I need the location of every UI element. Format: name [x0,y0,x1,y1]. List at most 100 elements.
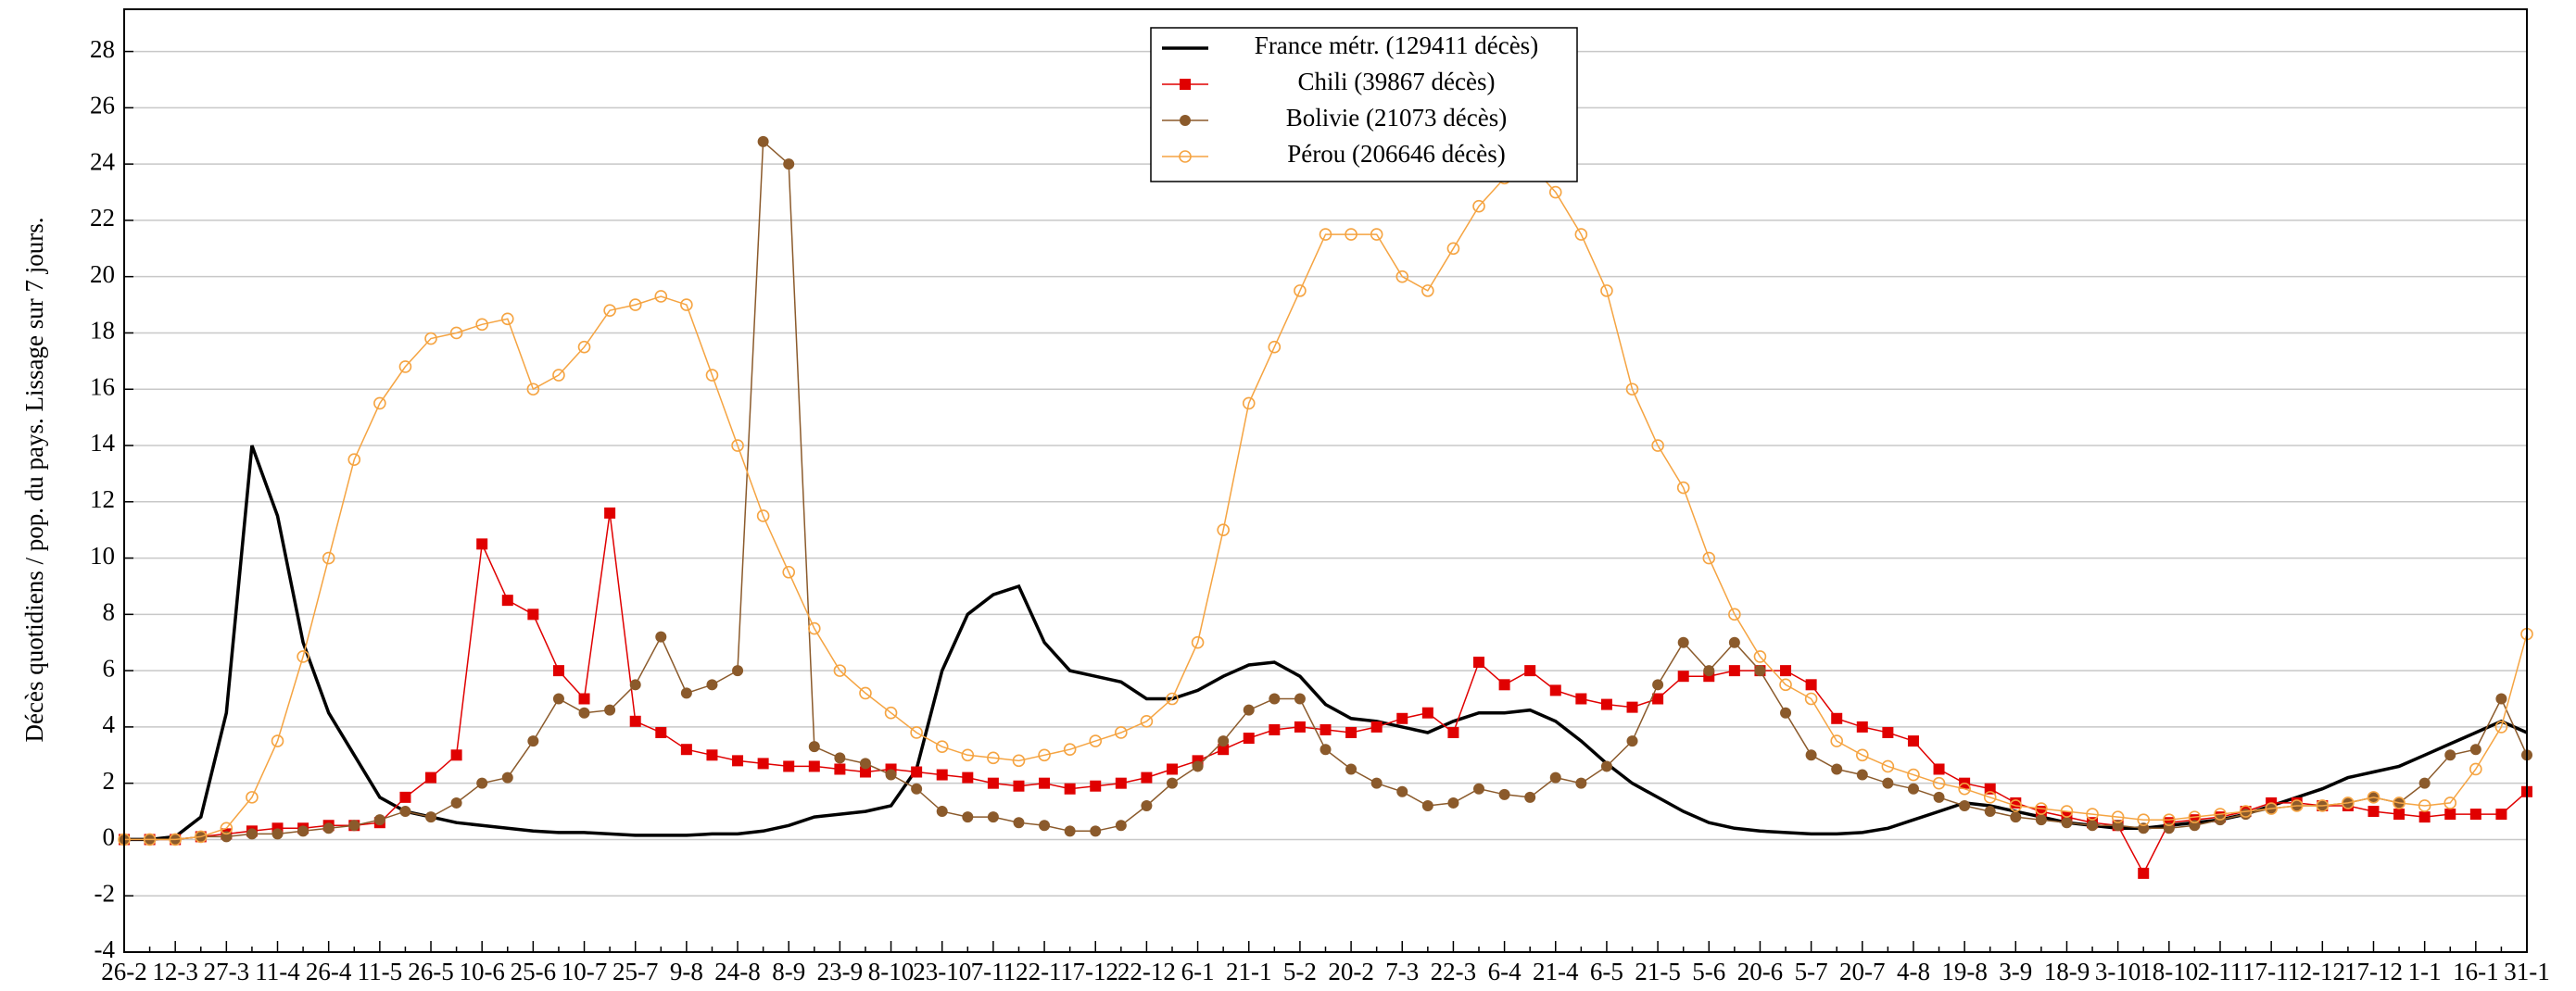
marker [1805,749,1817,761]
marker [1063,743,1077,757]
marker [1780,665,1792,677]
marker [2290,799,2304,812]
marker [1294,284,1307,297]
marker [629,715,641,727]
x-tick-label: 8-9 [772,958,805,985]
marker [1626,735,1638,747]
marker [424,332,437,345]
marker [220,822,234,835]
x-tick-label: 25-7 [612,958,659,985]
marker [1907,783,1919,795]
marker [1396,712,1408,724]
marker [2035,802,2048,815]
marker [936,769,948,781]
marker [1447,726,1459,738]
marker [1141,799,1153,811]
marker [1703,665,1715,677]
legend-label: France métr. (129411 décès) [1255,31,1538,59]
marker [1472,199,1485,213]
marker [1805,679,1817,691]
marker [1039,777,1051,789]
marker [757,758,769,770]
marker [552,369,565,382]
marker [1013,817,1025,829]
marker [501,771,513,784]
marker [2112,820,2124,832]
x-tick-label: 7-11 [971,958,1017,985]
marker [348,820,360,832]
marker [169,833,182,847]
x-tick-label: 7-3 [1385,958,1419,985]
marker [1421,707,1433,719]
marker [655,726,667,738]
x-tick-label: 23-10 [913,958,971,985]
marker [1038,748,1051,762]
marker [2214,808,2227,821]
marker [705,369,719,382]
y-tick-label: 20 [90,260,115,288]
x-tick-label: 5-2 [1283,958,1317,985]
marker [680,298,693,311]
marker [1345,726,1357,738]
x-tick-label: 8-10 [868,958,915,985]
x-tick-label: 26-4 [306,958,352,985]
marker [2265,802,2278,815]
marker [2316,799,2330,812]
marker [1090,825,1102,837]
marker [1396,785,1408,797]
marker [1243,704,1255,716]
marker [2137,813,2151,826]
marker [1370,777,1383,789]
x-tick-label: 5-6 [1692,958,1725,985]
marker [1218,744,1230,756]
x-tick-label: 2-12 [2300,958,2346,985]
marker [1881,759,1895,773]
y-tick-label: 24 [90,147,116,175]
marker [1676,481,1690,495]
marker [2443,797,2457,809]
marker [2163,822,2175,834]
marker [398,360,412,373]
marker [2469,744,2481,756]
marker [935,740,949,753]
marker [552,665,564,677]
x-tick-label: 11-5 [358,958,403,985]
marker [1728,608,1741,621]
marker [706,749,718,761]
x-tick-label: 4-8 [1897,958,1930,985]
marker [1064,783,1076,795]
marker [1932,776,1946,790]
x-tick-label: 3-10 [2095,958,2141,985]
marker [450,797,462,809]
x-tick-label: 6-1 [1181,958,1215,985]
marker [194,830,208,844]
marker [322,822,335,834]
marker [2087,820,2099,832]
x-tick-label: 16-1 [2453,958,2499,985]
legend-label: Pérou (206646 décès) [1287,140,1505,168]
marker [833,664,847,677]
x-tick-label: 10-7 [562,958,608,985]
y-tick-label: 6 [103,654,116,682]
marker [449,326,463,340]
marker [2138,822,2150,834]
marker [1269,693,1281,705]
marker [2009,799,2023,812]
x-tick-label: 12-3 [152,958,198,985]
marker [578,707,590,719]
marker [1933,791,1945,803]
legend-label: Chili (39867 décès) [1298,68,1496,95]
marker [1959,799,1971,811]
marker [1191,635,1205,649]
x-tick-label: 6-4 [1488,958,1522,985]
marker [1933,763,1945,775]
marker [1115,726,1128,739]
marker [1600,284,1613,297]
x-tick-label: 18-9 [2044,958,2090,985]
marker [1651,439,1664,452]
marker [1652,693,1664,705]
marker [2495,809,2507,821]
marker [1243,733,1255,745]
marker [1141,771,1153,784]
